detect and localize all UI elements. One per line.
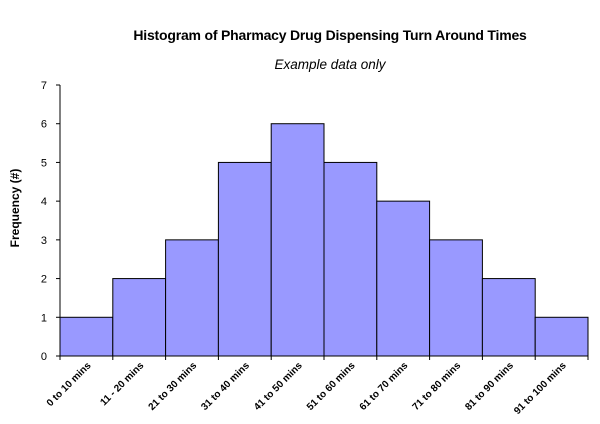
y-tick-label: 3 [41, 235, 47, 247]
x-tick-label: 61 to 70 mins [358, 360, 411, 413]
y-tick-label: 1 [41, 312, 47, 324]
bar-9 [481, 278, 536, 357]
x-tick-label: 41 to 50 mins [252, 360, 305, 413]
x-tick-label: 91 to 100 mins [512, 360, 569, 417]
x-tick-label: 0 to 10 mins [45, 360, 94, 409]
bar-5 [270, 123, 325, 357]
y-axis-title: Frequency (#) [8, 169, 22, 248]
bar-4 [217, 161, 272, 357]
y-tick-label: 6 [41, 119, 47, 131]
chart-title: Histogram of Pharmacy Drug Dispensing Tu… [133, 27, 527, 43]
x-tick-label: 71 to 80 mins [411, 360, 464, 413]
x-tick-label: 11 - 20 mins [98, 360, 146, 408]
x-tick-label: 51 to 60 mins [305, 360, 358, 413]
bar-2 [112, 278, 167, 357]
x-tick-label: 21 to 30 mins [147, 360, 200, 413]
y-tick-label: 5 [41, 157, 47, 169]
chart-subtitle: Example data only [274, 57, 386, 72]
bar-7 [376, 200, 431, 357]
bar-3 [165, 239, 219, 357]
bar-1 [59, 316, 114, 357]
bar-8 [429, 239, 483, 357]
y-tick-label: 0 [41, 351, 47, 363]
y-tick-label: 7 [41, 80, 47, 92]
x-ticks-group: 0 to 10 mins 11 - 20 mins 21 to 30 mins 31 … [45, 356, 589, 417]
x-tick-label: 31 to 40 mins [199, 360, 252, 413]
bars-group [59, 123, 589, 357]
x-tick-label: 81 to 90 mins [463, 360, 516, 413]
y-tick-label: 4 [41, 196, 47, 208]
bar-10 [534, 316, 589, 357]
y-ticks-group: 0 1 2 3 4 5 6 7 [41, 80, 60, 363]
y-tick-label: 2 [41, 274, 47, 286]
bar-6 [323, 161, 378, 357]
